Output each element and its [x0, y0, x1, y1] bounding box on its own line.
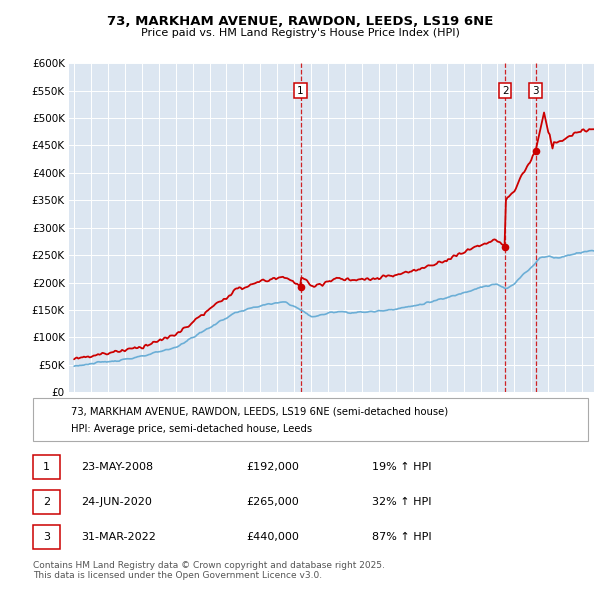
Text: 73, MARKHAM AVENUE, RAWDON, LEEDS, LS19 6NE (semi-detached house): 73, MARKHAM AVENUE, RAWDON, LEEDS, LS19 … [71, 407, 448, 417]
Text: 87% ↑ HPI: 87% ↑ HPI [372, 532, 431, 542]
Text: Contains HM Land Registry data © Crown copyright and database right 2025.
This d: Contains HM Land Registry data © Crown c… [33, 560, 385, 580]
Text: £265,000: £265,000 [246, 497, 299, 507]
Text: HPI: Average price, semi-detached house, Leeds: HPI: Average price, semi-detached house,… [71, 424, 312, 434]
Text: 1: 1 [297, 86, 304, 96]
Text: 2: 2 [43, 497, 50, 507]
Text: 3: 3 [43, 532, 50, 542]
Text: 19% ↑ HPI: 19% ↑ HPI [372, 463, 431, 472]
Text: 23-MAY-2008: 23-MAY-2008 [81, 463, 153, 472]
Text: 2: 2 [502, 86, 509, 96]
Text: 3: 3 [532, 86, 539, 96]
Text: 1: 1 [43, 463, 50, 472]
Text: Price paid vs. HM Land Registry's House Price Index (HPI): Price paid vs. HM Land Registry's House … [140, 28, 460, 38]
Text: 24-JUN-2020: 24-JUN-2020 [81, 497, 152, 507]
Text: £192,000: £192,000 [246, 463, 299, 472]
Text: £440,000: £440,000 [246, 532, 299, 542]
Text: 73, MARKHAM AVENUE, RAWDON, LEEDS, LS19 6NE: 73, MARKHAM AVENUE, RAWDON, LEEDS, LS19 … [107, 15, 493, 28]
Text: 31-MAR-2022: 31-MAR-2022 [81, 532, 156, 542]
Text: 32% ↑ HPI: 32% ↑ HPI [372, 497, 431, 507]
